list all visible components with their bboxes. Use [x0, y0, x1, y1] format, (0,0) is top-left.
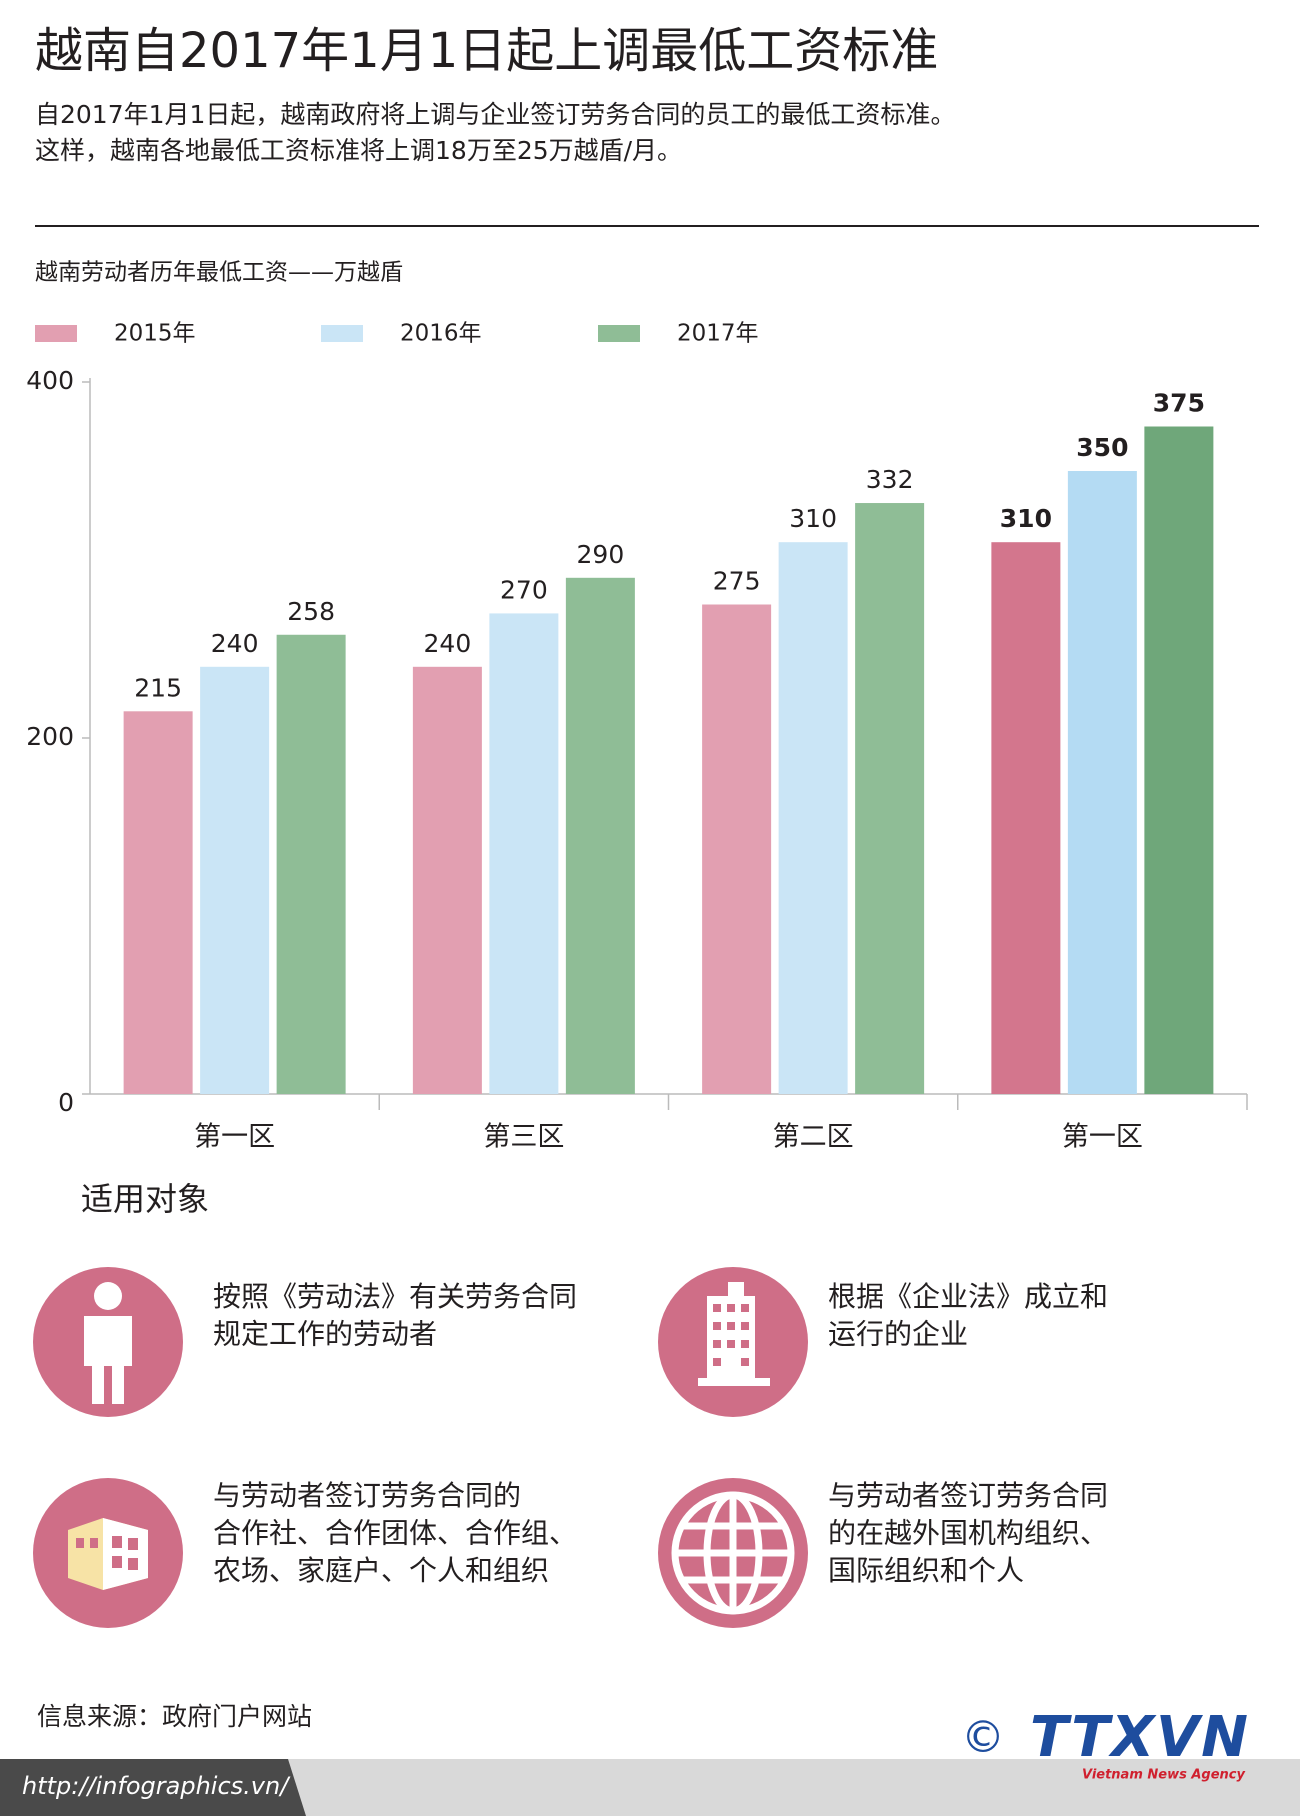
item-text: 农场、家庭户、个人和组织	[213, 1554, 549, 1587]
x-tick-label: 第一区	[194, 1122, 275, 1153]
value-label: 270	[500, 575, 548, 604]
bar	[1067, 471, 1137, 1094]
value-label: 290	[577, 540, 625, 569]
person-icon	[84, 1282, 132, 1404]
bar	[200, 666, 270, 1094]
value-label: 310	[1000, 504, 1052, 533]
bar	[855, 503, 925, 1094]
x-tick-label: 第三区	[483, 1122, 564, 1153]
value-label: 240	[424, 629, 472, 658]
bar	[565, 577, 635, 1094]
y-axis-label: 越南劳动者历年最低工资——万越盾	[35, 260, 403, 286]
bar	[991, 542, 1061, 1094]
legend-label: 2017年	[677, 321, 759, 347]
section-title: 适用对象	[81, 1180, 209, 1218]
bar	[1144, 426, 1214, 1094]
item-text: 根据《企业法》成立和	[828, 1280, 1108, 1313]
bar	[702, 604, 772, 1094]
bar	[489, 613, 559, 1094]
logo-name: TTXVN	[1030, 1705, 1248, 1770]
item-text: 合作社、合作团体、合作组、	[213, 1517, 577, 1550]
globe-icon	[671, 1491, 795, 1615]
subtitle: 这样，越南各地最低工资标准将上调18万至25万越盾/月。	[35, 136, 682, 165]
item-text: 与劳动者签订劳务合同的	[213, 1479, 521, 1512]
legend-swatch	[598, 325, 640, 342]
bar	[778, 542, 848, 1094]
bar	[276, 634, 346, 1094]
y-tick-label: 200	[26, 722, 74, 751]
item-text: 运行的企业	[828, 1318, 968, 1351]
value-label: 258	[287, 597, 335, 626]
legend-swatch	[321, 325, 363, 342]
x-tick-label: 第一区	[1062, 1122, 1143, 1153]
value-label: 240	[211, 629, 259, 658]
title: 越南自2017年1月1日起上调最低工资标准	[35, 23, 938, 79]
source: 信息来源：政府门户网站	[37, 1702, 312, 1731]
value-label: 275	[713, 567, 761, 596]
item-text: 国际组织和个人	[828, 1554, 1024, 1587]
value-label: 332	[866, 465, 914, 494]
item-text: 规定工作的劳动者	[213, 1318, 437, 1351]
url: http://infographics.vn/	[22, 1772, 291, 1800]
footer-url-bg	[0, 1759, 306, 1816]
value-label: 215	[134, 673, 182, 702]
x-tick-label: 第二区	[773, 1122, 854, 1153]
subtitle: 自2017年1月1日起，越南政府将上调与企业签订劳务合同的员工的最低工资标准。	[35, 100, 955, 129]
value-label: 375	[1153, 389, 1205, 418]
logo-tagline: Vietnam News Agency	[1082, 1768, 1246, 1783]
value-label: 310	[789, 504, 837, 533]
item-text: 与劳动者签订劳务合同	[828, 1479, 1108, 1512]
house-icon	[68, 1518, 148, 1590]
item-text: 的在越外国机构组织、	[828, 1517, 1108, 1550]
y-tick-label: 0	[58, 1088, 74, 1117]
legend-label: 2015年	[114, 321, 196, 347]
legend-label: 2016年	[400, 321, 482, 347]
bar	[412, 666, 482, 1094]
legend-swatch	[35, 325, 77, 342]
item-text: 按照《劳动法》有关劳务合同	[213, 1280, 577, 1313]
logo-copyright: ©	[961, 1712, 1005, 1763]
building-windows	[713, 1304, 749, 1366]
y-tick-label: 400	[26, 366, 74, 395]
bar	[123, 711, 193, 1094]
value-label: 350	[1076, 433, 1128, 462]
